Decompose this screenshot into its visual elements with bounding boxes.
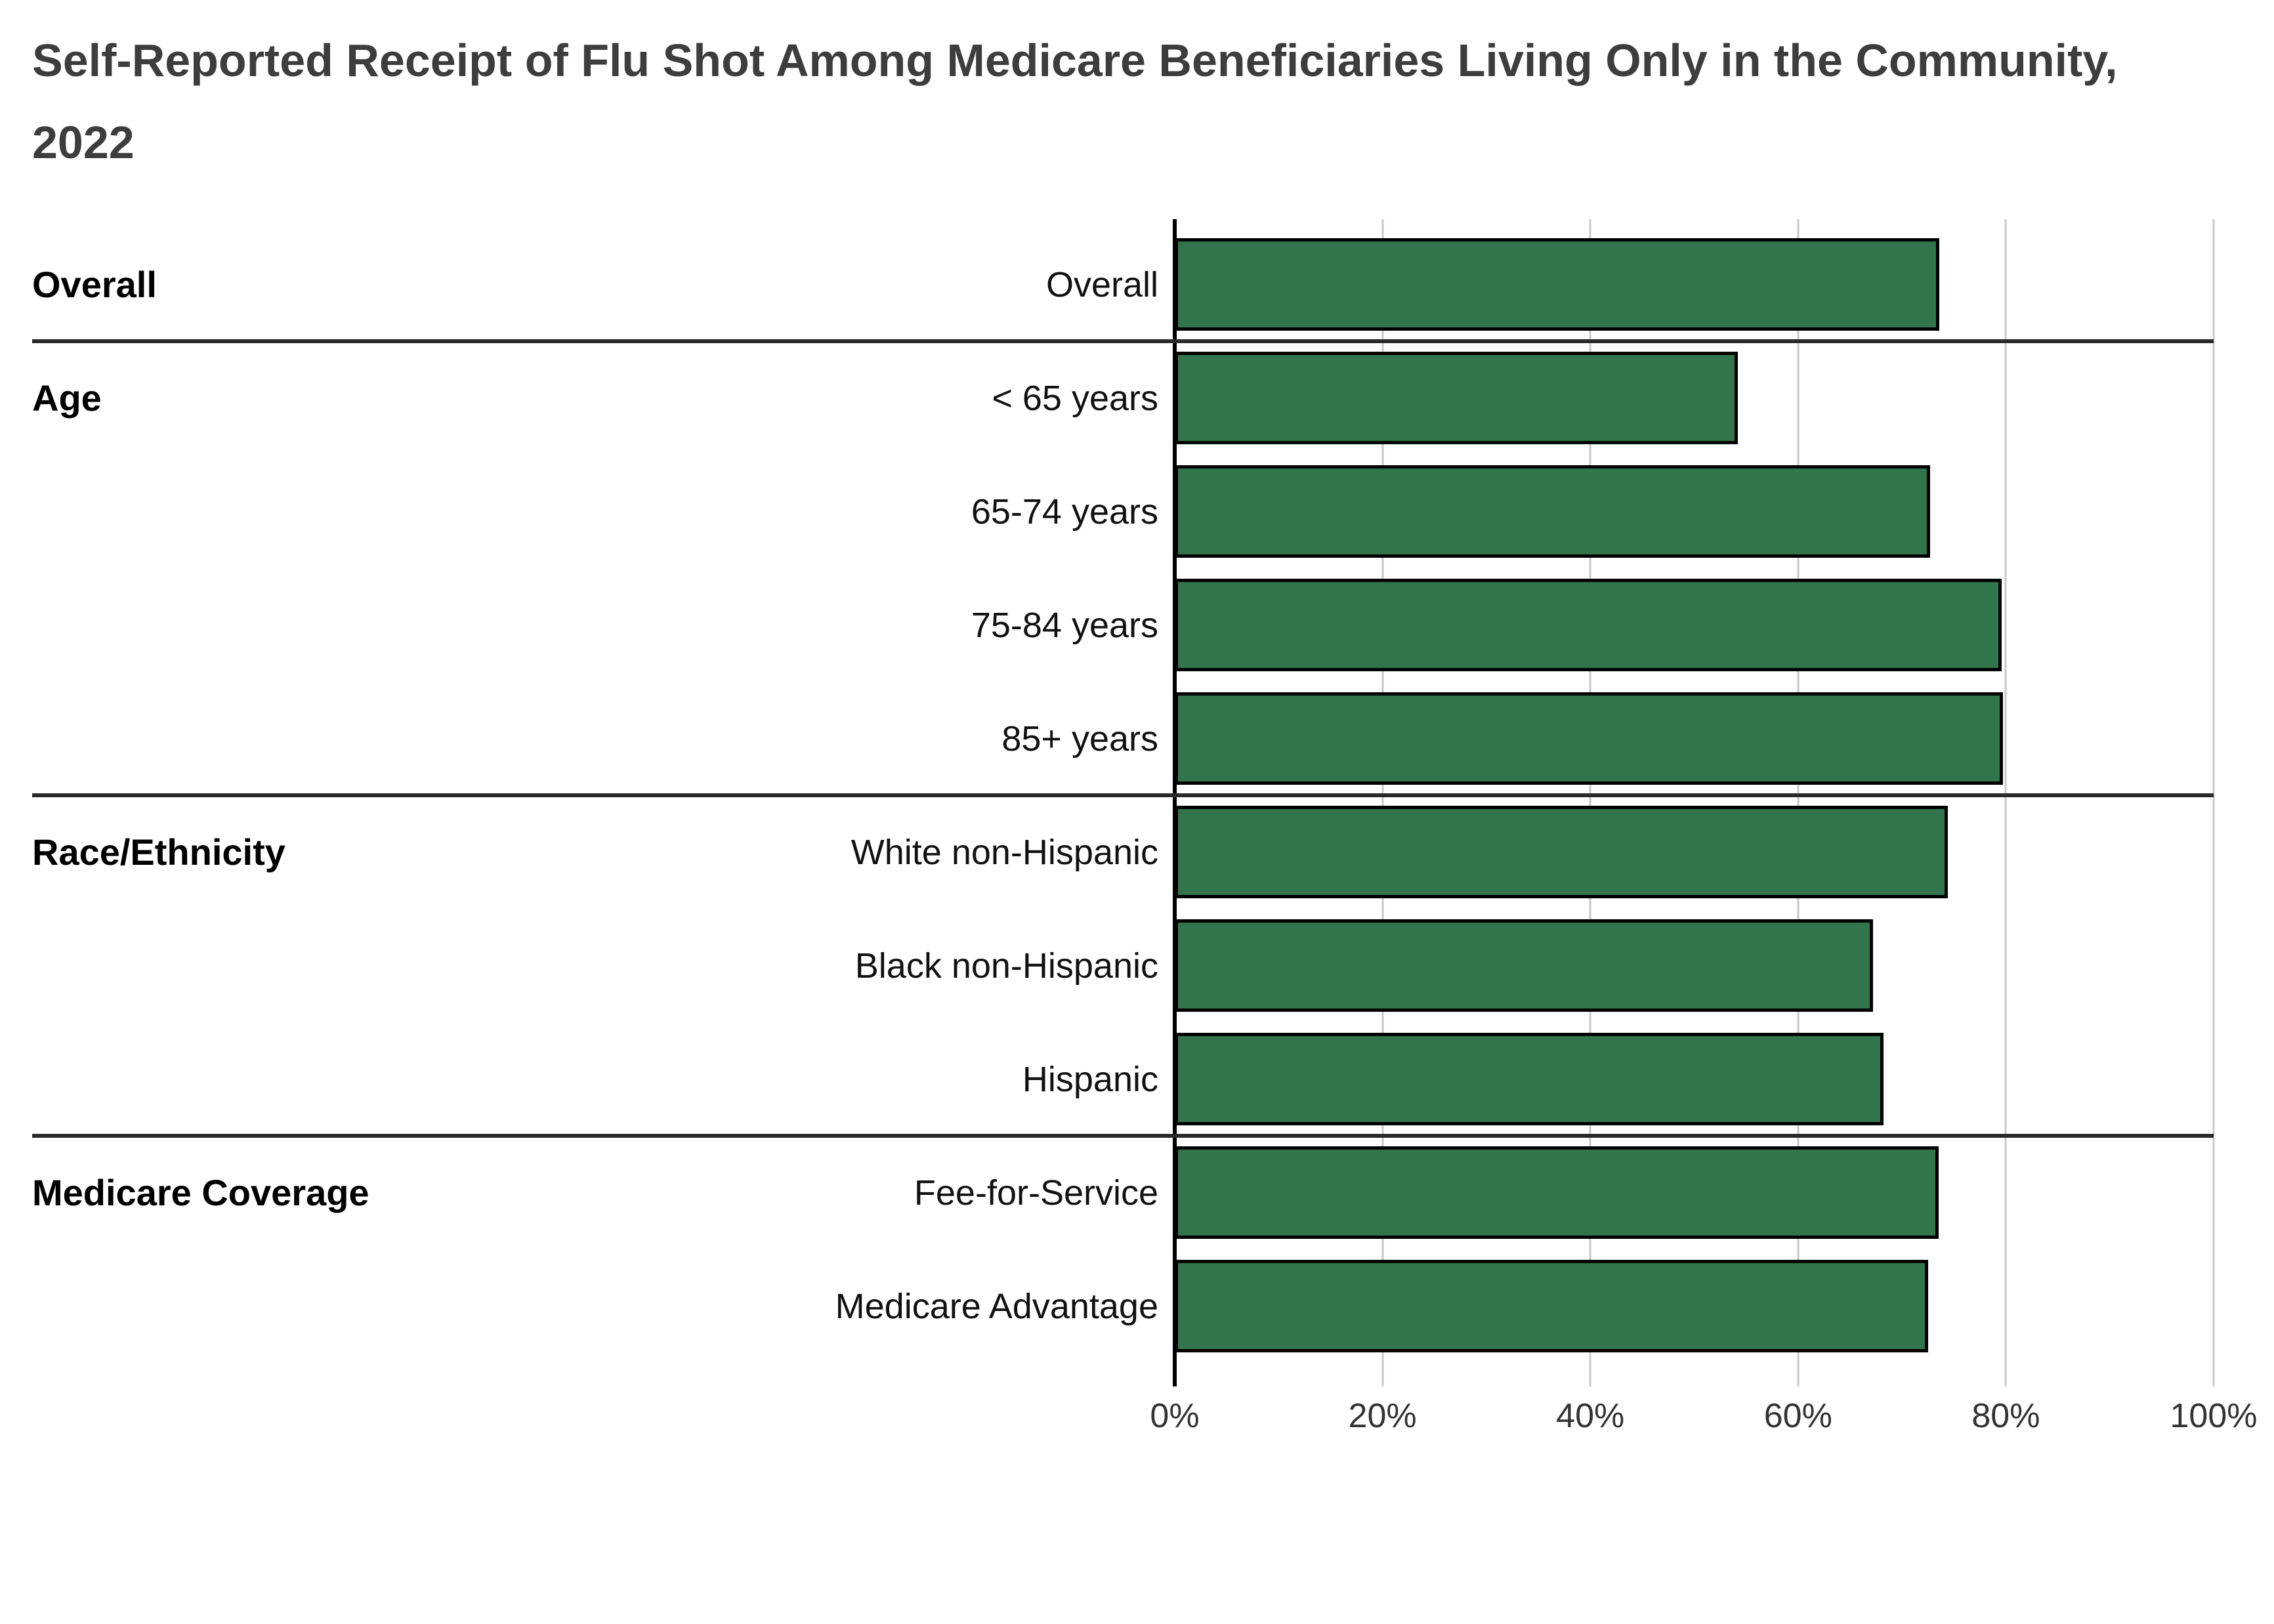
chart-title: Self-Reported Receipt of Flu Shot Among … [32,35,2118,168]
category-label: Fee-for-Service [914,1173,1158,1213]
bar [1175,579,2002,671]
bar [1175,806,1948,898]
gridline [2212,219,2215,1386]
bar [1175,1260,1928,1352]
axis-tick-label: 0% [1150,1397,1200,1435]
category-label: < 65 years [992,378,1158,418]
bar [1175,1033,1884,1125]
bar [1175,692,2003,785]
y-axis-line [1173,219,1177,1386]
axis-tick-label: 100% [2170,1397,2258,1435]
category-label: 75-84 years [971,605,1158,645]
group-label: Race/Ethnicity [32,831,285,873]
section-divider [32,1134,2214,1138]
bar [1175,465,1930,558]
gridline [1381,219,1384,1386]
group-label: Medicare Coverage [32,1172,369,1213]
bar [1175,352,1738,444]
category-label: Black non-Hispanic [854,946,1158,986]
category-label: Hispanic [1022,1059,1158,1099]
axis-tick-label: 20% [1348,1397,1417,1435]
category-label: White non-Hispanic [851,832,1158,872]
category-label: 65-74 years [971,491,1158,531]
group-label: Age [32,377,102,419]
section-divider [32,793,2214,797]
category-label: Overall [1045,264,1158,304]
axis-tick-label: 60% [1763,1397,1832,1435]
axis-tick-label: 40% [1556,1397,1625,1435]
bar [1175,238,1939,331]
axis-tick-label: 80% [1971,1397,2040,1435]
bar [1175,1146,1939,1239]
gridline [1797,219,1800,1386]
bar [1175,919,1873,1012]
section-divider [32,339,2214,343]
group-label: Overall [32,264,157,305]
gridline [1589,219,1591,1386]
category-label: 85+ years [1001,718,1158,759]
gridline [2004,219,2007,1386]
category-label: Medicare Advantage [835,1286,1158,1326]
